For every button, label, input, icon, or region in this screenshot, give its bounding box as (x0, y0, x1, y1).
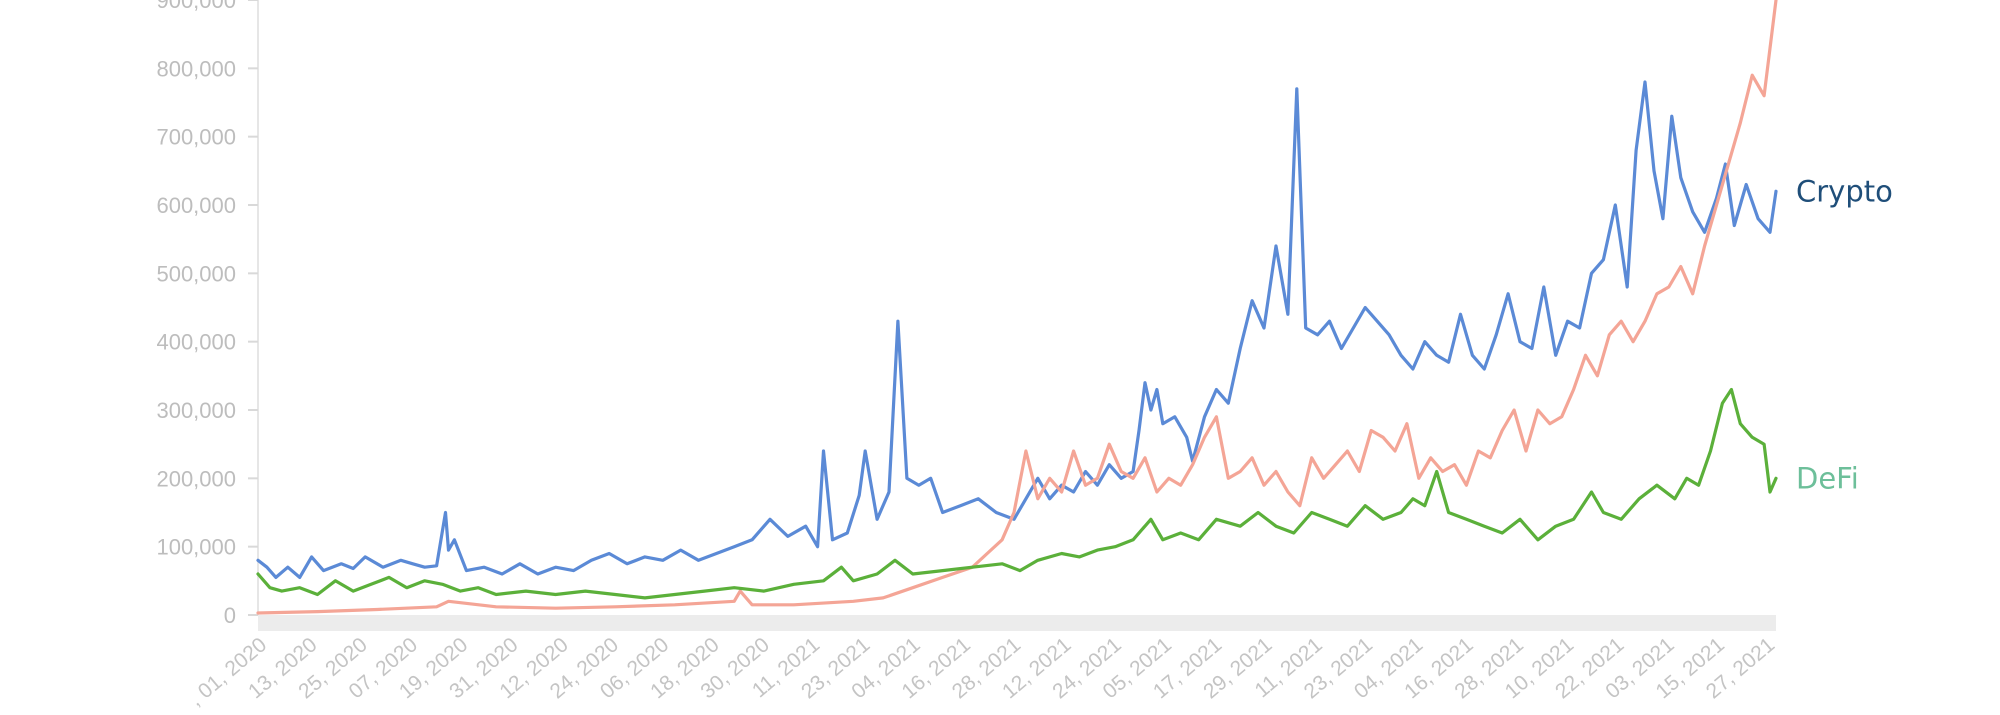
series-lines (256, 0, 1778, 615)
y-tick-label: 200,000 (156, 466, 236, 491)
series-label-crypto: Crypto (1796, 174, 1893, 208)
y-tick-label: 800,000 (156, 56, 236, 81)
series-labels: Crypto DeFi (1796, 174, 1893, 495)
y-tick-label: 500,000 (156, 261, 236, 286)
series-line-defi (256, 387, 1778, 600)
y-tick-label: 600,000 (156, 193, 236, 218)
y-tick-label: 900,000 (156, 0, 236, 13)
series-line-crypto (256, 80, 1778, 579)
series-line-series-1 (256, 0, 1778, 615)
x-axis-band (258, 615, 1776, 631)
series-label-defi: DeFi (1796, 461, 1859, 495)
y-tick-label: 0 (224, 603, 236, 628)
y-tick-label: 100,000 (156, 535, 236, 560)
y-tick-label: 700,000 (156, 125, 236, 150)
y-axis: 0 100,000 200,000 300,000 400,000 500,000 600,… (156, 0, 259, 628)
y-tick-label: 400,000 (156, 330, 236, 355)
y-tick-label: 300,000 (156, 398, 236, 423)
